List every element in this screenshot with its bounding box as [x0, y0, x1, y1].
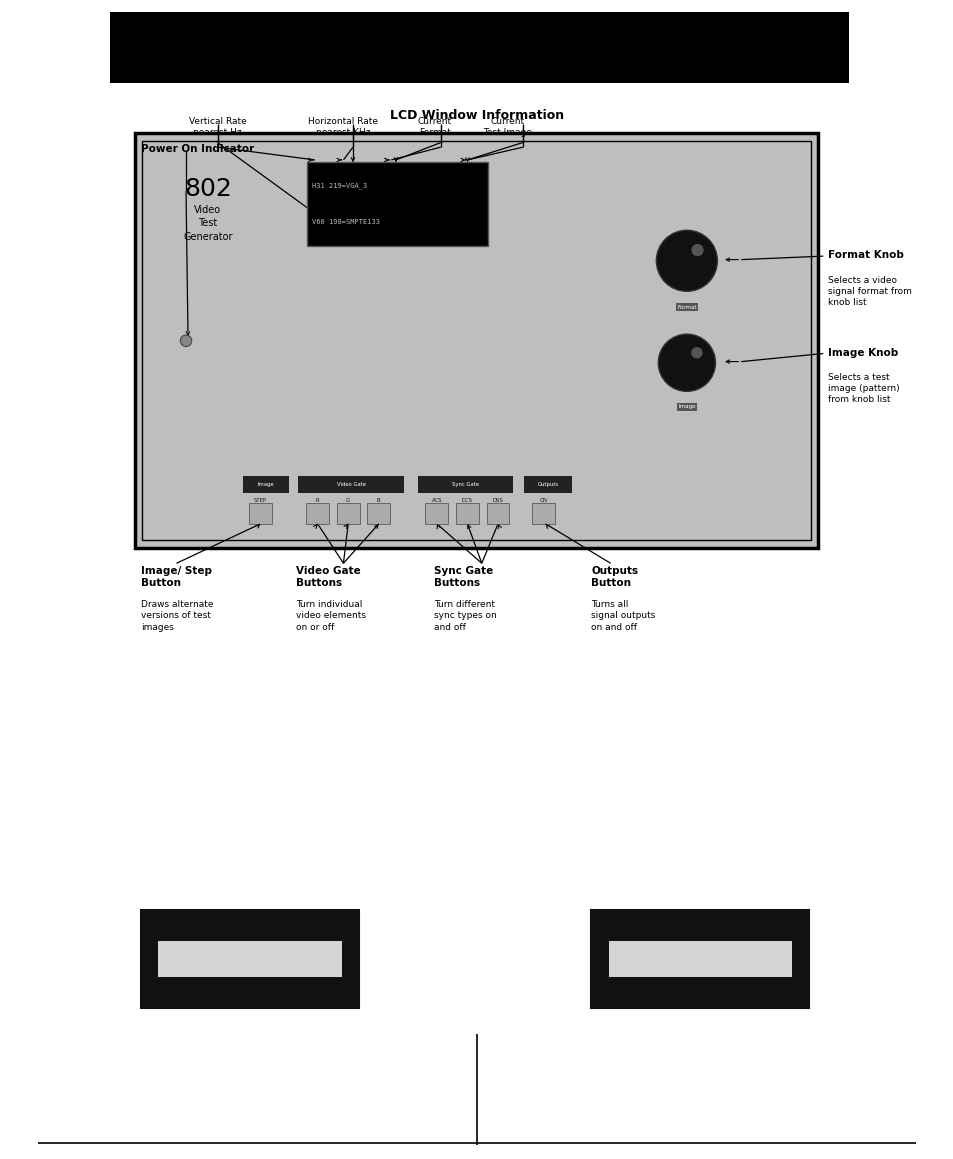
Bar — [142, 141, 810, 540]
Bar — [456, 503, 478, 524]
Text: Outputs
Button: Outputs Button — [591, 566, 638, 588]
Text: Vertical Rate
nearest Hz: Vertical Rate nearest Hz — [189, 117, 246, 137]
Ellipse shape — [690, 347, 701, 358]
Text: Selects a test
image (pattern)
from knob list: Selects a test image (pattern) from knob… — [827, 373, 899, 404]
Text: Current
Test Image: Current Test Image — [482, 117, 532, 137]
Bar — [417, 476, 513, 493]
Bar — [608, 941, 791, 977]
Text: Format Knob: Format Knob — [827, 250, 903, 261]
Text: Image/ Step
Button: Image/ Step Button — [141, 566, 212, 588]
Text: G: G — [346, 498, 350, 503]
Text: H31 219=VGA_3: H31 219=VGA_3 — [312, 182, 367, 189]
Text: Turn different
sync types on
and off: Turn different sync types on and off — [434, 600, 497, 632]
Text: Video Gate: Video Gate — [336, 482, 365, 487]
Text: Horizontal Rate
nearest KHz: Horizontal Rate nearest KHz — [308, 117, 378, 137]
Bar — [306, 503, 329, 524]
Ellipse shape — [691, 245, 703, 256]
Text: Video Gate
Buttons: Video Gate Buttons — [295, 566, 360, 588]
Bar — [158, 941, 341, 977]
Text: B: B — [376, 498, 380, 503]
Bar — [110, 12, 848, 83]
Ellipse shape — [180, 335, 192, 347]
Bar — [249, 503, 272, 524]
Text: DCS: DCS — [461, 498, 473, 503]
Bar — [243, 476, 289, 493]
Text: Draws alternate
versions of test
images: Draws alternate versions of test images — [141, 600, 213, 632]
Text: 802: 802 — [184, 177, 232, 202]
Text: V60 198=SMPTE133: V60 198=SMPTE133 — [312, 219, 379, 225]
Text: DSS: DSS — [492, 498, 503, 503]
Text: LCD Window Information: LCD Window Information — [390, 109, 563, 122]
Text: Sync Gate
Buttons: Sync Gate Buttons — [434, 566, 493, 588]
Bar — [307, 162, 488, 246]
Text: Current
Format: Current Format — [417, 117, 452, 137]
Text: ON: ON — [539, 498, 547, 503]
Text: Turns all
signal outputs
on and off: Turns all signal outputs on and off — [591, 600, 655, 632]
Bar — [532, 503, 555, 524]
Ellipse shape — [658, 334, 715, 392]
Bar — [425, 503, 448, 524]
Text: R: R — [315, 498, 319, 503]
Bar — [141, 910, 358, 1008]
Bar — [135, 133, 817, 548]
Bar — [523, 476, 572, 493]
Text: Image: Image — [257, 482, 274, 487]
Text: Selects a video
signal format from
knob list: Selects a video signal format from knob … — [827, 276, 911, 307]
Text: Video
Test
Generator: Video Test Generator — [183, 205, 233, 241]
Text: Turn individual
video elements
on or off: Turn individual video elements on or off — [295, 600, 365, 632]
Bar — [297, 476, 404, 493]
Bar — [486, 503, 509, 524]
Text: Outputs: Outputs — [537, 482, 558, 487]
Text: Image Knob: Image Knob — [827, 348, 898, 358]
Text: Format: Format — [677, 305, 696, 309]
Text: Sync Gate: Sync Gate — [452, 482, 478, 487]
Text: STEP: STEP — [253, 498, 267, 503]
Text: Image: Image — [678, 404, 695, 409]
Bar — [367, 503, 390, 524]
Text: Power On Indicator: Power On Indicator — [141, 144, 254, 154]
Ellipse shape — [656, 231, 717, 291]
Text: ACS: ACS — [431, 498, 442, 503]
Bar — [591, 910, 808, 1008]
Bar — [336, 503, 359, 524]
